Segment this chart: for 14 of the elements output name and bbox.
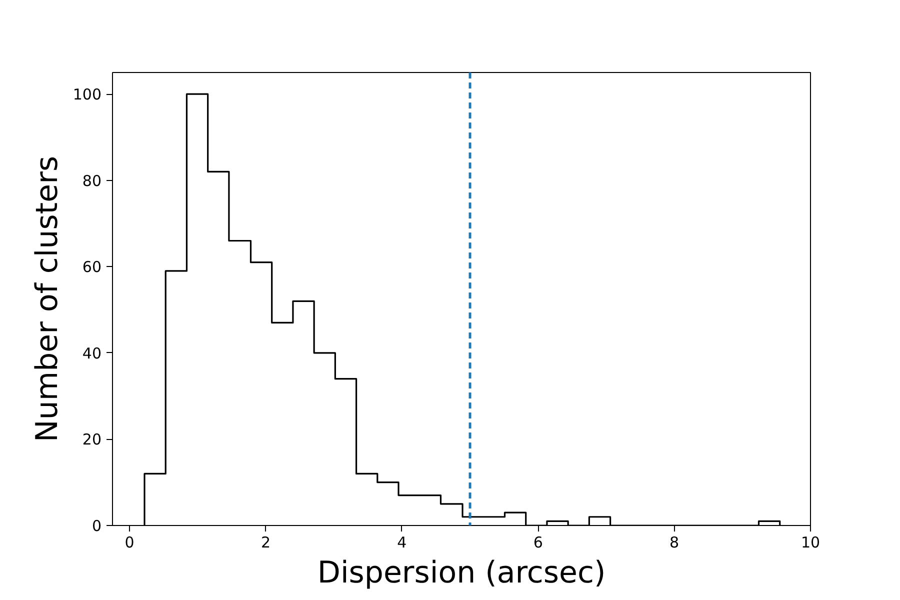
x-tick-label: 4 [397, 534, 407, 552]
y-tick-label: 40 [82, 344, 102, 362]
y-tick-label: 100 [72, 86, 102, 104]
y-tick-label: 80 [82, 172, 102, 190]
x-tick-label: 8 [670, 534, 680, 552]
y-tick-label: 20 [82, 430, 102, 449]
x-tick-label: 10 [800, 534, 820, 552]
x-tick-label: 6 [533, 534, 543, 552]
y-tick-label: 60 [82, 258, 102, 276]
y-axis-title: Number of clusters [30, 156, 65, 442]
x-tick-label: 0 [124, 534, 134, 552]
y-tick-label: 0 [92, 517, 102, 535]
x-tick-label: 2 [260, 534, 270, 552]
x-axis-title: Dispersion (arcsec) [317, 556, 606, 590]
